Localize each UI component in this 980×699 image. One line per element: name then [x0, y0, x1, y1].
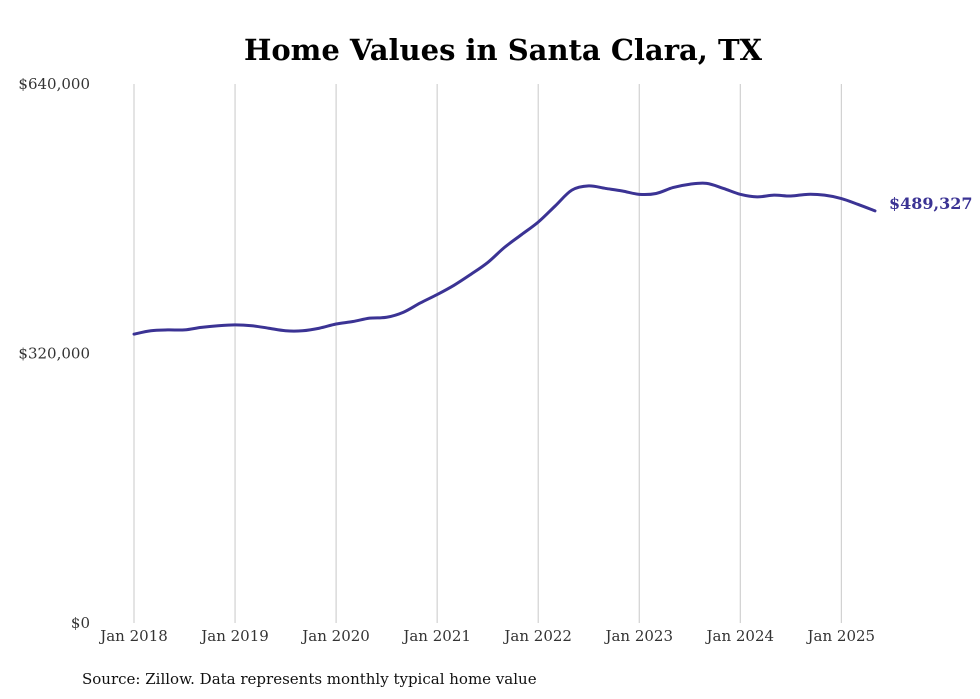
- data-point: [166, 328, 170, 332]
- y-tick-label: $640,000: [18, 75, 90, 93]
- x-tick-label: Jan 2022: [502, 627, 572, 645]
- data-point: [839, 197, 843, 201]
- x-tick-label: Jan 2021: [401, 627, 471, 645]
- data-point: [604, 186, 608, 190]
- data-point: [822, 193, 826, 197]
- data-point: [183, 328, 187, 332]
- data-point: [418, 301, 422, 305]
- data-point: [755, 195, 759, 199]
- data-point: [216, 324, 220, 328]
- data-point: [721, 186, 725, 190]
- x-tick-label: Jan 2019: [199, 627, 269, 645]
- home-value-line: [132, 181, 877, 336]
- data-point: [250, 324, 254, 328]
- data-point: [705, 181, 709, 185]
- data-point: [587, 184, 591, 188]
- data-point: [233, 323, 237, 327]
- x-tick-label: Jan 2018: [98, 627, 168, 645]
- x-tick-label: Jan 2024: [704, 627, 774, 645]
- data-point: [401, 310, 405, 314]
- gridlines: [133, 84, 842, 623]
- y-axis-ticks: $0 $320,000 $640,000: [18, 75, 90, 632]
- data-point: [284, 329, 288, 333]
- data-point: [856, 202, 860, 206]
- data-point: [806, 192, 810, 196]
- chart-title: Home Values in Santa Clara, TX: [244, 33, 763, 67]
- source-note: Source: Zillow. Data represents monthly …: [82, 670, 537, 688]
- data-point: [738, 192, 742, 196]
- data-point: [385, 315, 389, 319]
- data-point: [620, 189, 624, 193]
- data-point: [570, 188, 574, 192]
- x-tick-label: Jan 2023: [603, 627, 673, 645]
- data-point: [873, 209, 877, 213]
- data-point: [300, 329, 304, 333]
- data-point: [132, 332, 136, 336]
- x-tick-label: Jan 2020: [300, 627, 370, 645]
- latest-value-label: $489,327: [889, 194, 973, 213]
- data-point: [553, 204, 557, 208]
- x-axis-ticks: Jan 2018 Jan 2019 Jan 2020 Jan 2021 Jan 2022…: [98, 627, 875, 645]
- data-point: [503, 245, 507, 249]
- data-point: [149, 329, 153, 333]
- data-point: [637, 192, 641, 196]
- data-point: [368, 316, 372, 320]
- data-point: [469, 272, 473, 276]
- x-tick-label: Jan 2025: [806, 627, 876, 645]
- data-point: [435, 293, 439, 297]
- data-point: [334, 322, 338, 326]
- y-tick-label: $320,000: [18, 345, 90, 363]
- data-point: [688, 182, 692, 186]
- data-point: [519, 233, 523, 237]
- data-point: [351, 319, 355, 323]
- data-point: [671, 186, 675, 190]
- data-point: [486, 261, 490, 265]
- data-point: [267, 326, 271, 330]
- data-point: [536, 220, 540, 224]
- data-point: [789, 194, 793, 198]
- y-tick-label: $0: [71, 614, 90, 632]
- data-point: [452, 283, 456, 287]
- data-points: [132, 181, 877, 336]
- data-point: [772, 193, 776, 197]
- data-point: [654, 191, 658, 195]
- data-point: [317, 326, 321, 330]
- data-point: [199, 325, 203, 329]
